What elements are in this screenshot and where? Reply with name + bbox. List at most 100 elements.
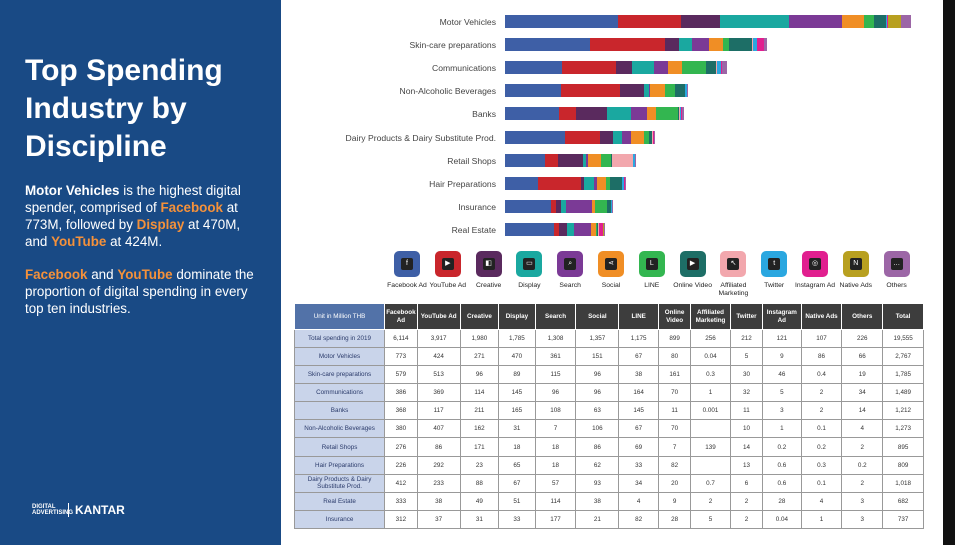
bar-segment-display (612, 130, 623, 144)
table-cell: 7 (534, 419, 577, 439)
legend-label: YouTube Ad (429, 282, 467, 289)
bar-segment-creative (556, 199, 561, 213)
row-header: Retail Shops (293, 437, 386, 457)
youtube-icon: ▶ (434, 251, 461, 277)
bar-segment-online-video (610, 176, 623, 190)
table-cell: 470 (498, 346, 536, 367)
table-cell: 424 (416, 346, 461, 367)
table-cell: 4 (841, 419, 884, 439)
bar-segment-instagram-ad (721, 61, 722, 75)
column-header: Social (575, 303, 620, 330)
bar-segment-social (588, 153, 602, 167)
table-cell: 1,785 (882, 365, 924, 385)
table-row: Real Estate 333 38 49 51 114 38 4 9 2 2 28 4 3 682 (293, 491, 924, 511)
legend-label: Social (601, 282, 621, 289)
table-cell: 271 (459, 346, 500, 367)
bar-segment-online-video (596, 222, 599, 236)
table-cell: 115 (534, 365, 577, 385)
bar-segment-twitter (752, 38, 758, 52)
table-cell: 107 (800, 329, 843, 348)
table-cell: 682 (882, 491, 924, 511)
bar-label: Dairy Products & Dairy Substitute Prod. (345, 132, 496, 143)
highlight-motor-vehicles: Motor Vehicles (25, 183, 120, 198)
bar-segment-twitter (632, 153, 635, 167)
table-cell: 1,273 (882, 419, 924, 439)
bar-label: Non-Alcoholic Beverages (399, 86, 497, 97)
bar-segment-display (560, 199, 566, 213)
summary-paragraph-1: Motor Vehicles is the highest digital sp… (25, 182, 265, 250)
bar-segment-line (864, 15, 875, 28)
table-cell: 67 (618, 346, 659, 367)
table-cell: 161 (657, 365, 692, 385)
bar-segment-twitter (685, 84, 687, 98)
table-row: Total spending in 2019 6,114 3,917 1,980 1,7… (293, 329, 924, 348)
table-row: Hair Preparations 226 292 23 65 18 62 33 82 13 0.6… (293, 455, 924, 475)
table-cell: 1,018 (882, 473, 924, 493)
bar-segment-line (656, 107, 678, 121)
table-cell: 34 (618, 473, 659, 493)
table-cell: 96 (575, 383, 620, 403)
table-cell: 579 (384, 365, 418, 385)
bar-segment-instagram-ad (598, 222, 603, 236)
bar-segment-social (709, 38, 724, 52)
table-cell: 96 (459, 365, 500, 385)
column-header: Native Ads (800, 303, 843, 330)
search-icon-glyph: ⌕ (564, 258, 577, 270)
online-video-icon-glyph: ▶ (686, 258, 699, 270)
column-header: Search (534, 303, 577, 330)
table-cell: 82 (657, 455, 692, 475)
table-cell: 89 (498, 365, 536, 385)
bar-segment-youtube-ad (589, 38, 666, 52)
table-cell: 2 (690, 491, 731, 511)
bar-segment-creative (559, 222, 567, 236)
table-cell: 30 (729, 365, 764, 385)
bar-segment-search (648, 84, 650, 98)
table-cell: 139 (690, 437, 731, 457)
table-row: Insurance 312 37 31 33 177 21 82 28 5 2 0.04 1 3 737 (293, 509, 924, 529)
column-header: Total (882, 303, 924, 330)
instagram-icon: ◎ (802, 251, 828, 277)
stacked-bar (505, 61, 728, 75)
table-cell: 33 (498, 509, 536, 529)
bar-segment-facebook-ad (505, 15, 619, 28)
table-cell: 1,308 (534, 329, 577, 348)
text-span: at 470M, and (25, 217, 241, 249)
table-cell (690, 419, 731, 439)
table-cell: 5 (729, 346, 764, 367)
table-cell: 2 (729, 509, 764, 529)
table-cell: 226 (384, 455, 418, 475)
table-cell: 1,212 (882, 401, 924, 421)
bar-segment-facebook-ad (505, 130, 566, 144)
table-cell: 2 (841, 473, 884, 493)
display-icon: ▭ (516, 251, 543, 277)
bar-segment-online-video (649, 130, 653, 144)
bar-segment-social (649, 84, 666, 98)
others-icon: … (883, 251, 910, 277)
bar-segment-social (596, 176, 606, 190)
table-cell: 0.04 (762, 509, 802, 529)
bar-segment-twitter (716, 61, 722, 75)
table-cell: 369 (416, 383, 461, 403)
legend-label: Facebook Ad (387, 282, 427, 289)
table-cell: 0.3 (690, 365, 731, 385)
table-cell: 38 (618, 365, 659, 385)
bar-segment-twitter (679, 107, 682, 121)
line-icon-glyph: L (645, 258, 658, 270)
table-cell: 13 (729, 455, 764, 475)
table-cell: 1,980 (459, 329, 500, 348)
bar-segment-search (574, 222, 591, 236)
others-icon-glyph: … (890, 258, 903, 270)
table-cell: 65 (498, 455, 536, 475)
affiliated-icon-glyph: ↖ (727, 258, 740, 270)
table-cell: 93 (575, 473, 620, 493)
bar-segment-facebook-ad (505, 84, 561, 98)
table-cell: 10 (729, 419, 764, 439)
table-cell: 380 (384, 419, 418, 439)
bar-segment-social (842, 15, 865, 28)
table-cell: 23 (459, 455, 500, 475)
legend-label: Instagram Ad (794, 282, 836, 289)
bar-segment-affiliated-marketing (612, 153, 633, 167)
table-cell: 38 (416, 491, 461, 511)
legend-label: Native Ads (839, 282, 873, 289)
table-cell: 1,489 (882, 383, 924, 403)
